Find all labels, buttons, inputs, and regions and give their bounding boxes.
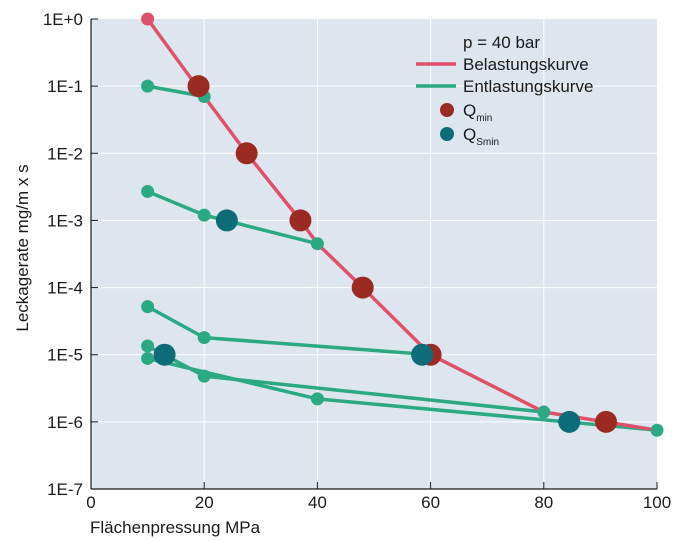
- entlastung-point: [197, 331, 211, 345]
- legend-qmin-label: Qmin: [463, 101, 492, 124]
- y-tick-label: 1E-6: [47, 413, 83, 432]
- legend-qsmin-main: Q: [463, 125, 476, 144]
- x-tick-label: 80: [534, 493, 553, 512]
- y-tick-label: 1E-2: [47, 144, 83, 163]
- qsmin-point: [153, 343, 176, 366]
- x-tick-label: 100: [643, 493, 671, 512]
- x-tick-label: 0: [86, 493, 95, 512]
- axes: [90, 18, 658, 490]
- entlastung-point: [141, 184, 155, 198]
- legend-title: p = 40 bar: [463, 33, 540, 52]
- entlastung-point: [141, 339, 155, 353]
- legend-qmin-main: Q: [463, 101, 476, 120]
- legend-qsmin-swatch: [440, 127, 454, 141]
- entlastung-point: [141, 300, 155, 314]
- y-tick-label: 1E-7: [47, 480, 83, 499]
- entlastung-point: [310, 392, 324, 406]
- tick-labels: 0 20 40 60 80 100 1E+0 1E-1 1E-2 1E-3 1E-4 1E-5 1E-6…: [43, 10, 671, 512]
- x-tick-label: 40: [308, 493, 327, 512]
- entlastung-point: [650, 423, 664, 437]
- x-axis-label: Flächenpressung MPa: [90, 518, 261, 537]
- legend: p = 40 bar Belastungskurve Entlastungsku…: [416, 33, 593, 148]
- entlastung-point: [310, 237, 324, 251]
- qmin-point: [235, 142, 258, 165]
- qmin-point: [187, 75, 210, 98]
- y-tick-label: 1E+0: [43, 10, 83, 29]
- belastung-point: [141, 12, 155, 26]
- legend-qsmin-sub: Smin: [476, 137, 499, 148]
- qsmin-point: [558, 410, 581, 433]
- legend-qmin-sub: min: [476, 113, 492, 124]
- entlastung-point: [141, 351, 155, 365]
- entlastung-point: [197, 208, 211, 222]
- entlastung-point: [141, 79, 155, 93]
- legend-qsmin-label: QSmin: [463, 125, 499, 148]
- y-tick-label: 1E-4: [47, 279, 83, 298]
- legend-qmin-swatch: [440, 103, 454, 117]
- x-tick-label: 20: [195, 493, 214, 512]
- legend-belastung-label: Belastungskurve: [463, 55, 589, 74]
- qsmin-point: [411, 343, 434, 366]
- y-tick-label: 1E-1: [47, 77, 83, 96]
- series-markers: [141, 12, 664, 437]
- y-tick-label: 1E-5: [47, 346, 83, 365]
- plot-area: [91, 19, 657, 489]
- qmin-point: [289, 209, 312, 232]
- legend-entlastung-label: Entlastungskurve: [463, 77, 593, 96]
- y-axis-label: Leckagerate mg/m x s: [13, 164, 32, 331]
- qsmin-point: [215, 209, 238, 232]
- qmin-point: [351, 276, 374, 299]
- x-tick-label: 60: [421, 493, 440, 512]
- y-tick-label: 1E-3: [47, 211, 83, 230]
- entlastung-point: [197, 369, 211, 383]
- entlastung-point: [537, 405, 551, 419]
- qmin-point: [595, 410, 618, 433]
